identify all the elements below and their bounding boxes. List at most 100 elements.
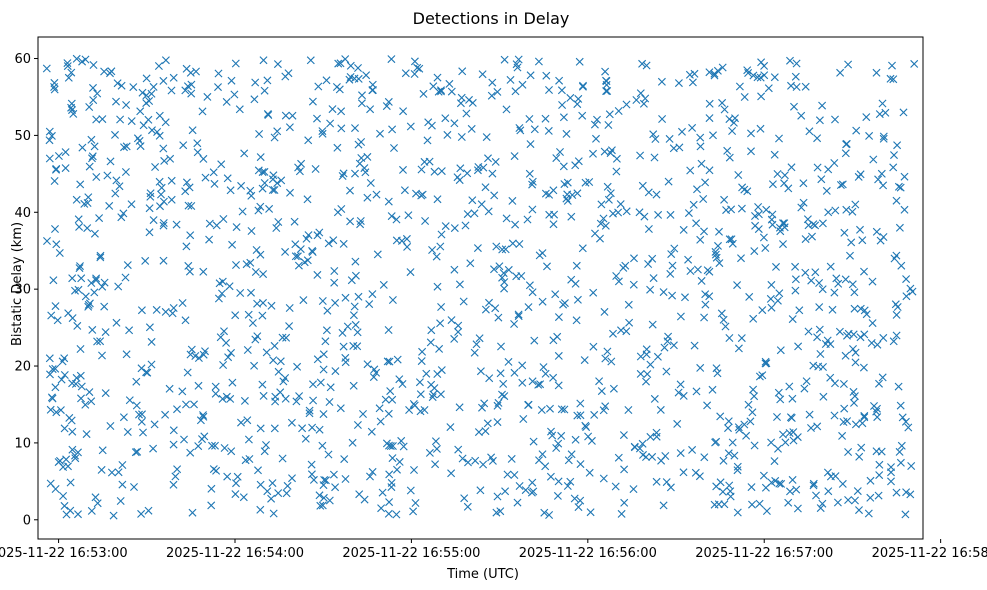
data-point [723, 146, 732, 155]
data-point [490, 191, 499, 200]
data-point [447, 469, 456, 478]
data-point [278, 333, 287, 342]
data-point [132, 401, 141, 410]
data-point [203, 92, 212, 101]
data-point [753, 73, 762, 82]
data-point [294, 261, 303, 270]
data-point [59, 492, 68, 500]
data-point [734, 171, 743, 179]
data-point [337, 124, 346, 133]
data-point [76, 345, 85, 353]
data-point [590, 410, 599, 419]
data-point [262, 441, 270, 449]
data-point [127, 117, 136, 126]
data-point [580, 356, 589, 365]
data-point [71, 454, 80, 463]
data-point [551, 290, 560, 299]
data-point [117, 81, 126, 90]
data-point [659, 288, 668, 297]
data-point [525, 115, 534, 123]
data-point [417, 357, 426, 366]
data-point [514, 310, 523, 319]
data-point [420, 406, 429, 414]
data-point [552, 154, 561, 163]
data-point [351, 271, 360, 280]
data-point [506, 75, 515, 84]
data-point [715, 227, 723, 236]
data-point [482, 133, 491, 142]
data-point [518, 80, 527, 89]
data-point [481, 427, 490, 436]
data-point [285, 123, 294, 132]
data-point [733, 281, 742, 290]
data-point [696, 363, 705, 372]
data-point [526, 140, 535, 149]
data-point [418, 347, 427, 356]
data-point [895, 447, 904, 456]
data-point [450, 119, 459, 128]
data-point [256, 505, 265, 514]
data-point [818, 219, 827, 228]
data-point [737, 204, 746, 213]
data-point [788, 394, 797, 403]
data-point [713, 66, 722, 75]
data-point [153, 128, 162, 136]
y-tick-label: 60 [14, 52, 31, 67]
data-point [43, 237, 51, 245]
data-points [42, 54, 919, 520]
data-point [168, 309, 177, 318]
data-point [538, 297, 547, 306]
data-point [107, 468, 116, 477]
data-point [299, 296, 308, 305]
data-point [363, 152, 372, 161]
data-point [841, 149, 850, 158]
data-point [146, 189, 155, 198]
data-point [787, 163, 796, 172]
data-point [572, 261, 581, 270]
data-point [692, 219, 701, 228]
data-point [759, 233, 768, 242]
data-point [714, 241, 722, 250]
data-point [349, 341, 358, 350]
data-point [388, 296, 397, 304]
data-point [252, 246, 261, 254]
data-point [256, 153, 265, 162]
data-point [98, 282, 107, 291]
data-point [62, 455, 71, 464]
data-point [142, 99, 151, 108]
data-point [602, 77, 611, 86]
data-point [662, 478, 671, 487]
data-point [256, 250, 265, 259]
data-point [572, 316, 581, 325]
data-point [165, 384, 174, 393]
data-point [562, 129, 571, 138]
data-point [632, 96, 641, 104]
data-point [526, 71, 535, 80]
data-point [291, 252, 300, 261]
data-point [71, 286, 79, 295]
data-point [648, 320, 657, 329]
data-point [437, 86, 445, 95]
data-point [616, 200, 625, 209]
data-point [764, 84, 773, 93]
data-point [437, 167, 446, 176]
data-point [409, 400, 418, 408]
data-point [350, 302, 359, 311]
data-point [824, 487, 833, 496]
data-point [879, 233, 888, 241]
data-point [115, 182, 124, 191]
data-point [395, 457, 404, 466]
data-point [412, 189, 420, 198]
data-point [237, 181, 246, 190]
data-point [601, 354, 610, 363]
data-point [187, 202, 196, 210]
data-point [205, 219, 214, 228]
data-point [622, 207, 631, 216]
data-point [260, 447, 269, 456]
data-point [896, 183, 905, 192]
data-point [755, 499, 764, 508]
data-point [599, 214, 608, 223]
data-point [728, 127, 737, 135]
data-point [243, 346, 252, 354]
data-point [194, 354, 203, 362]
